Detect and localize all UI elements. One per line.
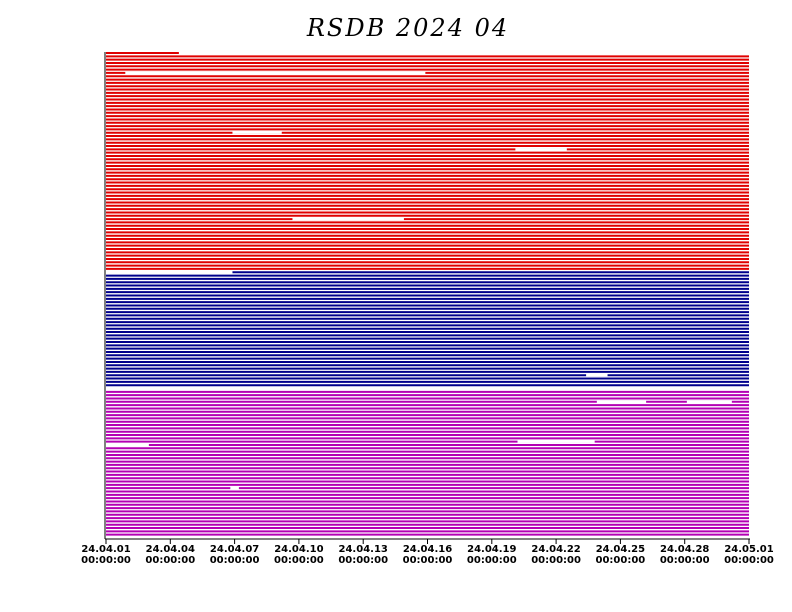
x-tick-label: 00:00:00 [274, 555, 324, 566]
x-tick-label: 24.04.04 [146, 544, 195, 555]
x-tick-label: 24.04.16 [403, 544, 452, 555]
x-tick-label: 00:00:00 [338, 555, 388, 566]
x-tick-label: 00:00:00 [403, 555, 453, 566]
x-tick-label: 00:00:00 [145, 555, 195, 566]
x-tick-label: 24.05.01 [724, 544, 773, 555]
x-tick-label: 00:00:00 [660, 555, 710, 566]
x-tick-label: 00:00:00 [467, 555, 517, 566]
x-tick-label: 24.04.25 [596, 544, 645, 555]
x-tick-label: 24.04.10 [274, 544, 323, 555]
x-tick-label: 00:00:00 [531, 555, 581, 566]
x-tick-label: 24.04.22 [531, 544, 580, 555]
x-tick-label: 00:00:00 [596, 555, 646, 566]
x-tick-label: 24.04.19 [467, 544, 516, 555]
x-tick-label: 00:00:00 [81, 555, 131, 566]
chart-title: RSDB 2024 04 [306, 14, 509, 42]
x-tick-label: 00:00:00 [724, 555, 774, 566]
x-tick-label: 24.04.28 [660, 544, 709, 555]
x-tick-label: 00:00:00 [210, 555, 260, 566]
x-tick-label: 24.04.01 [81, 544, 130, 555]
x-tick-label: 24.04.13 [339, 544, 388, 555]
x-tick-label: 24.04.07 [210, 544, 259, 555]
